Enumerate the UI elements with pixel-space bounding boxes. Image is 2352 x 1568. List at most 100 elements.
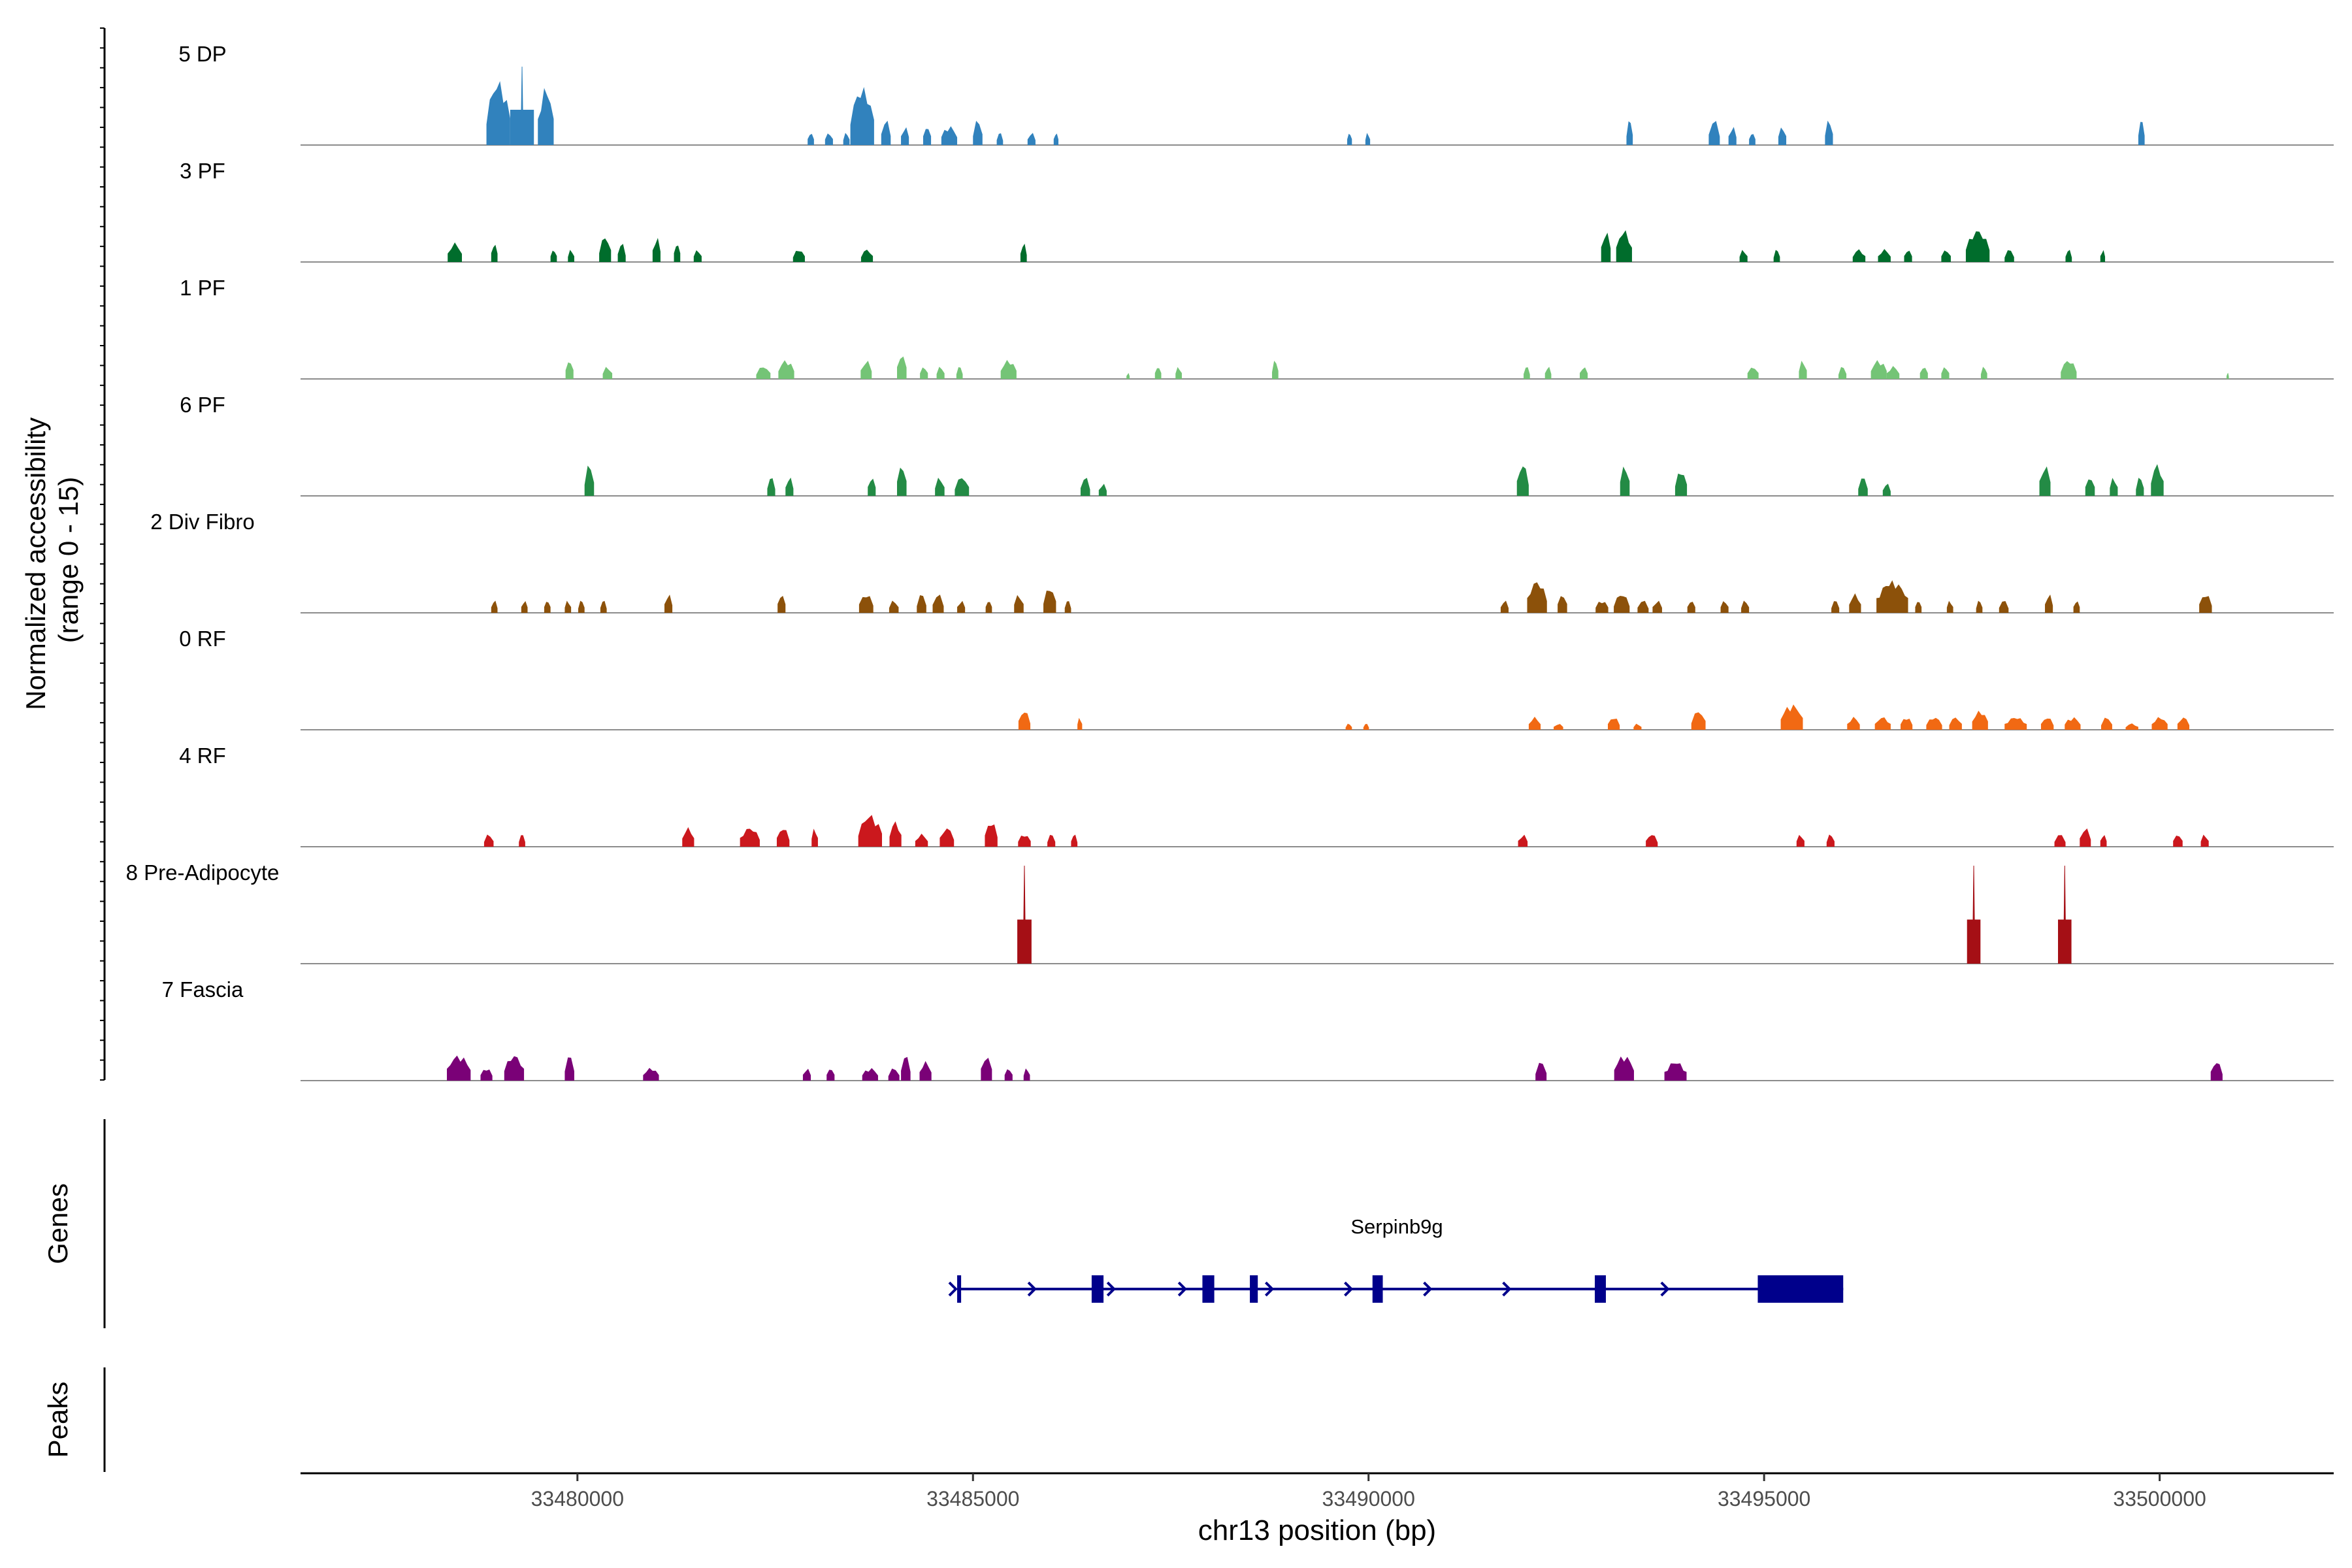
coverage-peak (1347, 133, 1352, 145)
coverage-peak (1554, 724, 1563, 730)
coverage-peak (1524, 367, 1530, 379)
coverage-peak (2226, 372, 2229, 379)
track-label: 7 Fascia (162, 977, 244, 1002)
strand-arrow (1177, 1281, 1187, 1297)
coverage-peak (1646, 835, 1658, 847)
coverage-peak (1023, 1068, 1030, 1081)
coverage-peak (448, 242, 463, 262)
coverage-peak (1020, 244, 1027, 262)
coverage-peak (785, 478, 794, 496)
coverage-peak (888, 1068, 900, 1081)
coverage-peak (889, 821, 902, 847)
coverage-peak (2151, 717, 2168, 730)
coverage-peak (1516, 466, 1529, 496)
track-5-dp: 5 DP (178, 42, 2334, 146)
coverage-peak (2065, 717, 2081, 730)
coverage-peak (1915, 602, 1922, 613)
coverage-peak (2054, 835, 2066, 847)
coverage-peak (550, 250, 557, 262)
coverage-peak (1946, 600, 1953, 613)
coverage-peak (2039, 466, 2051, 496)
coverage-peak (1870, 360, 1887, 379)
coverage-peak (1691, 712, 1706, 730)
coverage-peak (1527, 582, 1547, 613)
coverage-peak (1363, 724, 1369, 730)
coverage-peak (1999, 600, 2009, 613)
coverage-peak (932, 595, 944, 613)
coverage-peak (1780, 704, 1803, 730)
coverage-peak (682, 827, 694, 847)
track-2-div-fibro: 2 Div Fibro (150, 510, 2334, 613)
coverage-peak (1518, 834, 1528, 847)
coverage-peak (1633, 723, 1642, 730)
coverage-peak (868, 478, 876, 496)
coverage-peak (1858, 478, 1868, 496)
coverage-peak (664, 595, 673, 613)
coverage-peak (756, 367, 771, 379)
x-axis: 33480000 33485000 33490000 33495000 33500000… (301, 1472, 2334, 1546)
coverage-peak (1874, 717, 1891, 730)
peaks-panel-label: Peaks (42, 1382, 73, 1458)
gene-exon (1372, 1275, 1383, 1303)
coverage-peak (1941, 250, 1951, 262)
coverage-peak (1043, 590, 1056, 613)
strand-arrow (1423, 1281, 1433, 1297)
coverage-peak (602, 367, 613, 379)
track-label: 6 PF (180, 393, 225, 417)
coverage-peak (1949, 717, 1962, 730)
coverage-peak (568, 250, 574, 262)
coverage-peak (2100, 717, 2112, 730)
coverage-peak (1652, 600, 1662, 613)
coverage-peak (1825, 120, 1833, 145)
coverage-peak (2173, 836, 2183, 847)
coverage-peak (919, 1061, 932, 1081)
coverage-peak (1018, 712, 1031, 730)
gene-exon (1757, 1275, 1844, 1303)
coverage-peak (584, 465, 595, 496)
coverage-peak (1271, 361, 1279, 379)
coverage-peak (2100, 835, 2107, 847)
coverage-peak (1614, 1056, 1634, 1081)
coverage-peak (504, 1056, 525, 1081)
coverage-peak (1154, 368, 1162, 379)
gene-model (948, 1275, 1844, 1303)
coverage-peak (1535, 1062, 1547, 1081)
coverage-peak (1608, 718, 1620, 730)
genes-panel-label: Genes (42, 1183, 73, 1264)
coverage-peak (1080, 478, 1090, 496)
coverage-peak (850, 87, 874, 145)
coverage-peak (1878, 249, 1891, 262)
coverage-peak (858, 596, 874, 613)
coverage-peak (600, 600, 607, 613)
coverage-peak (519, 835, 525, 847)
coverage-peak (1674, 473, 1688, 496)
coverage-peak (2200, 834, 2209, 847)
coverage-peak (1004, 1069, 1013, 1081)
x-tick-label: 33480000 (531, 1487, 624, 1511)
coverage-peak (2151, 464, 2164, 496)
coverage-peak (2040, 718, 2054, 730)
coverage-peak (1637, 600, 1649, 613)
coverage-peak (897, 356, 907, 379)
coverage-peak (1904, 250, 1912, 262)
coverage-peak (2110, 478, 2118, 496)
track-7-fascia: 7 Fascia (162, 977, 2334, 1081)
coverage-peak (923, 129, 932, 145)
coverage-peak (956, 367, 963, 379)
coverage-peak (2073, 601, 2080, 613)
coverage-peak (578, 600, 585, 613)
coverage-peak (1601, 233, 1611, 262)
genes-panel: Genes Serpinb9g (42, 1119, 1844, 1328)
gene-exon (1202, 1275, 1215, 1303)
coverage-peak (1941, 367, 1950, 379)
tracks: 5 DP 3 PF 1 PF 6 PF 2 Div Fibro 0 RF 4 RF 8 Pre… (126, 42, 2334, 1081)
coverage-peak (1926, 717, 1942, 730)
coverage-peak (643, 1068, 659, 1081)
track-label: 5 DP (178, 42, 226, 66)
coverage-peak (881, 120, 891, 145)
coverage-peak (1614, 596, 1630, 613)
coverage-peak (973, 120, 983, 145)
x-tick-label: 33490000 (1322, 1487, 1415, 1511)
coverage-peak (1849, 593, 1861, 613)
coverage-peak (1014, 595, 1024, 613)
